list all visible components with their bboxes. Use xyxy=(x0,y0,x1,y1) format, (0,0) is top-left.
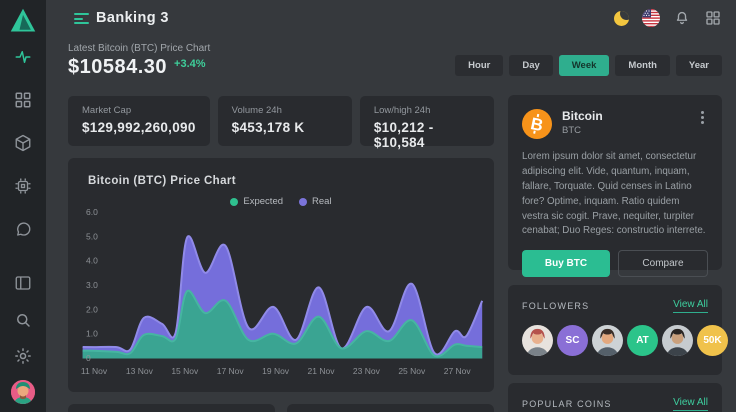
svg-text:15 Nov: 15 Nov xyxy=(171,366,199,376)
btc-change-badge: +3.4% xyxy=(174,58,206,70)
bitcoin-icon: B xyxy=(522,109,552,139)
sidebar-item-package-icon[interactable] xyxy=(14,134,32,152)
user-avatar[interactable] xyxy=(11,380,35,404)
range-hour-button[interactable]: Hour xyxy=(455,55,504,76)
legend-label: Real xyxy=(312,196,332,207)
topbar-actions xyxy=(614,9,722,27)
follower-photo-5[interactable] xyxy=(662,325,693,356)
svg-text:5.0: 5.0 xyxy=(86,231,98,241)
stat-value: $10,212 - $10,584 xyxy=(373,120,434,150)
btc-price: $10584.30 xyxy=(68,56,168,78)
chart-legend: Expected Real xyxy=(68,196,494,207)
coin-symbol: BTC xyxy=(562,125,581,136)
notifications-bell-icon[interactable] xyxy=(673,9,691,27)
svg-text:27 Nov: 27 Nov xyxy=(444,366,472,376)
sidebar-item-activity[interactable] xyxy=(14,48,32,66)
stat-label: Low/high 24h xyxy=(373,105,431,116)
bitcoin-info-card: B Bitcoin BTC Lorem ipsum dolor sit amet… xyxy=(508,95,722,278)
svg-text:1.0: 1.0 xyxy=(86,329,98,339)
legend-expected: Expected xyxy=(230,196,283,207)
popular-coins-view-all-link[interactable]: View All xyxy=(673,397,708,411)
sidebar-item-cpu-icon[interactable] xyxy=(14,177,32,195)
legend-dot-real xyxy=(299,197,308,206)
partial-card-right xyxy=(287,404,494,412)
svg-text:4.0: 4.0 xyxy=(86,256,98,266)
legend-dot-expected xyxy=(230,197,239,206)
followers-title: FOLLOWERS xyxy=(522,301,590,311)
dark-mode-moon-icon[interactable] xyxy=(614,10,629,26)
popular-coins-title: POPULAR COINS xyxy=(522,399,612,409)
sidebar-item-chat-icon[interactable] xyxy=(14,220,32,238)
range-week-button[interactable]: Week xyxy=(558,55,610,76)
price-header: $10584.30 +3.4% xyxy=(68,56,206,79)
follower-photo-1[interactable] xyxy=(522,325,553,356)
range-year-button[interactable]: Year xyxy=(675,55,722,76)
chart-title: Bitcoin (BTC) Price Chart xyxy=(88,175,237,187)
svg-text:19 Nov: 19 Nov xyxy=(262,366,290,376)
svg-text:6.0: 6.0 xyxy=(86,208,98,217)
svg-text:11 Nov: 11 Nov xyxy=(81,366,108,376)
stat-card-volume: Volume 24h $453,178 K xyxy=(217,96,352,146)
follower-photo-3[interactable] xyxy=(592,325,623,356)
time-range-group: Hour Day Week Month Year xyxy=(455,55,722,76)
stat-label: Market Cap xyxy=(82,105,132,116)
page-subtitle: Latest Bitcoin (BTC) Price Chart xyxy=(68,43,211,54)
svg-text:23 Nov: 23 Nov xyxy=(353,366,381,376)
range-month-button[interactable]: Month xyxy=(615,55,670,76)
language-us-flag-icon[interactable] xyxy=(642,9,660,27)
partial-card-left xyxy=(68,404,275,412)
followers-card: FOLLOWERS View All SC AT 50K xyxy=(508,285,728,375)
stat-value: $129,992,260,090 xyxy=(82,120,196,135)
sidebar xyxy=(0,0,46,412)
coin-name: Bitcoin xyxy=(562,109,603,123)
sidebar-item-layout-icon[interactable] xyxy=(14,274,32,292)
menu-hamburger-icon[interactable] xyxy=(74,13,89,24)
popular-coins-card: POPULAR COINS View All xyxy=(508,383,722,412)
svg-text:3.0: 3.0 xyxy=(86,280,98,290)
compare-button[interactable]: Compare xyxy=(618,250,708,278)
follower-badge-sc[interactable]: SC xyxy=(557,325,588,356)
follower-badge-50k[interactable]: 50K xyxy=(697,325,728,356)
price-chart-card: Bitcoin (BTC) Price Chart Expected Real … xyxy=(68,158,494,392)
apps-grid-icon[interactable] xyxy=(704,9,722,27)
svg-text:25 Nov: 25 Nov xyxy=(398,366,426,376)
svg-text:17 Nov: 17 Nov xyxy=(217,366,245,376)
sidebar-settings-gear-icon[interactable] xyxy=(14,347,32,365)
app-title: Banking 3 xyxy=(96,10,169,26)
svg-text:B: B xyxy=(529,114,545,135)
legend-label: Expected xyxy=(243,196,284,207)
svg-text:21 Nov: 21 Nov xyxy=(308,366,336,376)
legend-real: Real xyxy=(299,196,332,207)
card-menu-kebab-icon[interactable] xyxy=(696,109,708,124)
svg-text:2.0: 2.0 xyxy=(86,304,98,314)
coin-description: Lorem ipsum dolor sit amet, consectetur … xyxy=(522,151,706,237)
svg-text:13 Nov: 13 Nov xyxy=(126,366,154,376)
stats-row: Market Cap $129,992,260,090 Volume 24h $… xyxy=(68,96,495,150)
followers-avatar-list: SC AT 50K xyxy=(522,325,728,356)
area-chart: 0 1.0 2.0 3.0 4.0 5.0 6.0 11 Nov 13 Nov 15 Nov 17 … xyxy=(81,208,484,376)
sidebar-search-icon[interactable] xyxy=(14,311,32,329)
app-logo-icon[interactable] xyxy=(9,7,37,33)
stat-label: Volume 24h xyxy=(231,105,282,116)
followers-view-all-link[interactable]: View All xyxy=(673,299,708,313)
buy-btc-button[interactable]: Buy BTC xyxy=(522,250,610,278)
stat-card-low-high: Low/high 24h $10,212 - $10,584 xyxy=(359,96,495,150)
sidebar-item-dashboard-icon[interactable] xyxy=(14,91,32,109)
stat-value: $453,178 K xyxy=(231,120,305,135)
svg-text:0: 0 xyxy=(86,353,91,363)
stat-card-market-cap: Market Cap $129,992,260,090 xyxy=(68,96,210,146)
range-day-button[interactable]: Day xyxy=(509,55,553,76)
follower-badge-at[interactable]: AT xyxy=(627,325,658,356)
